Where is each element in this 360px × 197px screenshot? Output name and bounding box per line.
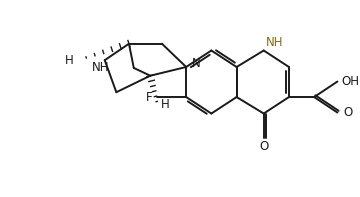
Text: O: O	[259, 140, 268, 153]
Text: N: N	[192, 57, 201, 70]
Text: OH: OH	[341, 75, 359, 88]
Text: O: O	[343, 106, 352, 119]
Text: H: H	[161, 98, 170, 111]
Text: NH: NH	[266, 36, 283, 49]
Text: F: F	[145, 91, 152, 104]
Text: H: H	[65, 54, 74, 67]
Text: NH: NH	[92, 61, 109, 74]
